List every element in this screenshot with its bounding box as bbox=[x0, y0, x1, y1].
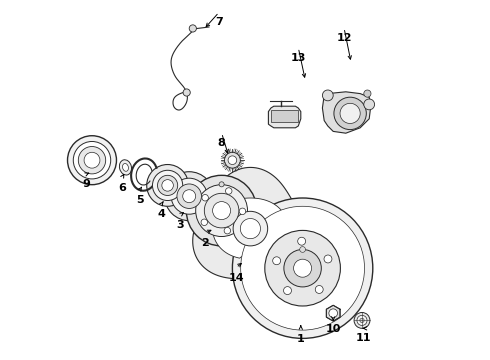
Circle shape bbox=[300, 247, 305, 252]
Polygon shape bbox=[213, 198, 288, 258]
Circle shape bbox=[78, 147, 106, 174]
Text: 13: 13 bbox=[291, 53, 306, 63]
Circle shape bbox=[157, 175, 178, 195]
Circle shape bbox=[329, 309, 338, 318]
Circle shape bbox=[322, 90, 333, 101]
Circle shape bbox=[284, 249, 321, 287]
Text: 10: 10 bbox=[325, 324, 341, 334]
Circle shape bbox=[183, 190, 196, 203]
Polygon shape bbox=[326, 305, 340, 321]
Text: 2: 2 bbox=[201, 238, 209, 248]
Circle shape bbox=[294, 259, 312, 277]
Circle shape bbox=[241, 206, 365, 330]
Circle shape bbox=[360, 318, 364, 323]
Circle shape bbox=[183, 89, 190, 96]
Circle shape bbox=[201, 219, 208, 225]
Circle shape bbox=[357, 315, 367, 325]
Circle shape bbox=[204, 193, 239, 228]
Circle shape bbox=[202, 194, 208, 201]
Circle shape bbox=[165, 172, 214, 221]
Circle shape bbox=[189, 25, 196, 32]
Circle shape bbox=[240, 219, 261, 239]
Circle shape bbox=[177, 184, 201, 208]
Circle shape bbox=[354, 312, 370, 328]
Circle shape bbox=[324, 255, 332, 263]
Circle shape bbox=[171, 178, 207, 214]
Circle shape bbox=[224, 228, 231, 234]
Circle shape bbox=[233, 211, 268, 246]
Circle shape bbox=[152, 170, 183, 201]
Text: 3: 3 bbox=[176, 220, 184, 230]
Text: 5: 5 bbox=[136, 195, 144, 205]
Circle shape bbox=[224, 152, 240, 168]
Polygon shape bbox=[322, 92, 371, 133]
Circle shape bbox=[74, 141, 111, 179]
Circle shape bbox=[68, 136, 117, 185]
Ellipse shape bbox=[122, 163, 128, 171]
Text: 14: 14 bbox=[228, 273, 244, 283]
Text: 12: 12 bbox=[336, 33, 352, 43]
Circle shape bbox=[273, 257, 281, 265]
Circle shape bbox=[84, 152, 100, 168]
Circle shape bbox=[284, 287, 292, 294]
Text: 1: 1 bbox=[297, 334, 305, 344]
Circle shape bbox=[162, 180, 173, 191]
Polygon shape bbox=[269, 106, 301, 128]
Circle shape bbox=[340, 103, 360, 123]
Text: 7: 7 bbox=[215, 17, 223, 27]
Circle shape bbox=[315, 285, 323, 293]
Text: 4: 4 bbox=[158, 209, 166, 219]
Circle shape bbox=[219, 182, 224, 187]
Circle shape bbox=[196, 185, 247, 237]
Text: 8: 8 bbox=[218, 138, 225, 148]
Circle shape bbox=[334, 97, 367, 130]
Circle shape bbox=[298, 237, 306, 245]
Circle shape bbox=[228, 156, 237, 165]
Circle shape bbox=[364, 90, 371, 97]
Circle shape bbox=[213, 202, 231, 220]
Circle shape bbox=[147, 165, 189, 206]
Circle shape bbox=[186, 175, 257, 246]
Text: 11: 11 bbox=[356, 333, 371, 343]
Circle shape bbox=[232, 198, 373, 338]
Text: 9: 9 bbox=[82, 179, 90, 189]
Circle shape bbox=[239, 208, 245, 215]
Circle shape bbox=[265, 230, 341, 306]
Ellipse shape bbox=[120, 160, 131, 175]
Circle shape bbox=[225, 188, 232, 194]
Polygon shape bbox=[193, 167, 308, 279]
Polygon shape bbox=[271, 110, 298, 122]
Circle shape bbox=[364, 99, 374, 110]
Text: 6: 6 bbox=[118, 183, 126, 193]
